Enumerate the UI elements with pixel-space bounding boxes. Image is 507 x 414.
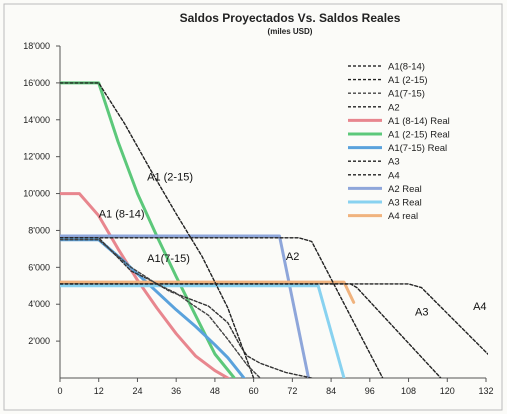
x-tick-label: 48	[210, 386, 220, 396]
series-annotation: A1 (2-15)	[147, 172, 193, 184]
series-line-a1-2-15	[60, 82, 255, 378]
y-tick-label: 14'000	[23, 115, 50, 125]
chart-subtitle: (miles USD)	[268, 27, 313, 36]
y-tick-label: 2'000	[28, 336, 50, 346]
series-annotation: A1 (8-14)	[99, 209, 145, 221]
legend-label: A1 (2-15)	[388, 75, 428, 86]
x-tick-label: 72	[287, 386, 297, 396]
series-line-a1-8-14	[60, 237, 313, 378]
series-line-a3	[60, 283, 442, 378]
chart-border	[3, 3, 503, 411]
x-tick-label: 24	[132, 386, 142, 396]
x-tick-label: 60	[249, 386, 259, 396]
y-tick-label: 8'000	[28, 225, 50, 235]
legend-label: A1 (8-14) Real	[388, 116, 450, 127]
legend-label: A4 real	[388, 211, 418, 222]
legend-label: A3	[388, 157, 400, 168]
legend-label: A2	[388, 102, 400, 113]
legend: A1(8-14) A1 (2-15) A1(7-15) A2 A1 (8-14) Rea…	[340, 56, 480, 224]
y-tick-label: 10'000	[23, 189, 50, 199]
y-tick-label: 12'000	[23, 152, 50, 162]
chart-title: Saldos Proyectados Vs. Saldos Reales	[180, 11, 401, 25]
annotations: A1 (2-15) A1 (8-14) A1(7-15) A2 A3 A4	[99, 172, 487, 319]
series-annotation: A3	[415, 306, 428, 318]
y-tick-label: 18'000	[23, 41, 50, 51]
x-tick-label: 36	[171, 386, 181, 396]
legend-label: A1 (2-15) Real	[388, 130, 450, 141]
y-tick-label: 4'000	[28, 299, 50, 309]
series-line-a1-2-15-real	[60, 81, 236, 378]
x-tick-label: 12	[94, 386, 104, 396]
series-line-a1-8-14-real	[60, 192, 230, 378]
series-annotation: A2	[286, 251, 299, 263]
series-line-a2	[60, 237, 384, 378]
x-tick-label: 132	[478, 386, 493, 396]
axes: 2'000 4'000 6'000 8'000 10'000 12'000 14'000 16…	[23, 41, 493, 396]
legend-background	[340, 56, 480, 224]
x-tick-label: 120	[440, 386, 455, 396]
x-tick-label: 108	[401, 386, 416, 396]
legend-label: A1(7-15)	[388, 89, 425, 100]
legend-label: A2 Real	[388, 184, 422, 195]
legend-label: A1(7-15) Real	[388, 143, 447, 154]
series-annotation: A1(7-15)	[147, 253, 190, 265]
x-tick-label: 0	[57, 386, 62, 396]
series-layer	[60, 81, 488, 378]
y-tick-label: 16'000	[23, 78, 50, 88]
series-annotation: A4	[473, 301, 486, 313]
y-tick-label: 6'000	[28, 262, 50, 272]
series-line-a1-7-15	[60, 238, 261, 378]
series-line-a2-real	[60, 234, 310, 378]
series-line-a3-real	[60, 284, 346, 378]
legend-label: A4	[388, 170, 400, 181]
legend-label: A1(8-14)	[388, 62, 425, 73]
x-tick-label: 84	[326, 386, 336, 396]
series-line-a4	[60, 283, 488, 356]
x-tick-label: 96	[365, 386, 375, 396]
legend-label: A3 Real	[388, 198, 422, 209]
